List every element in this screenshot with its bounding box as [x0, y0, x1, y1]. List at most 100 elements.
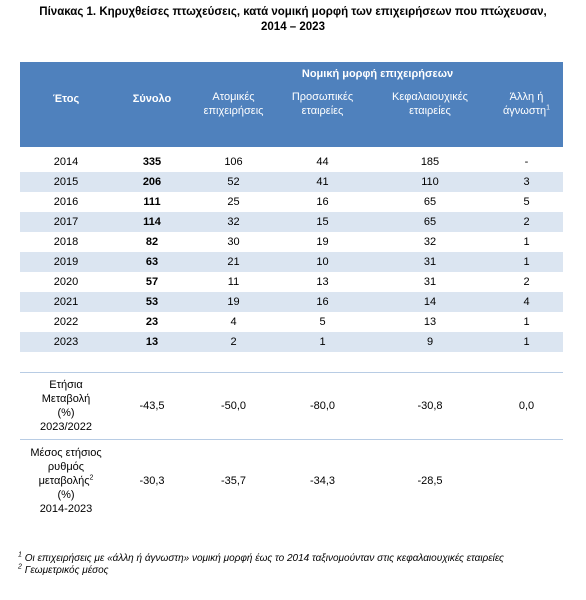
footnotes: 1 Οι επιχειρήσεις με «άλλη ή άγνωστη» νο… — [18, 552, 538, 577]
column-header: Ατομικές επιχειρήσεις — [192, 86, 275, 147]
header-row: Έτος Σύνολο Νομική μορφή επιχειρήσεων — [20, 62, 563, 147]
cell: 52 — [192, 172, 275, 192]
data-row: 2020 57 11 13 31 2 — [20, 272, 563, 292]
cell: 2 — [192, 332, 275, 352]
cell: 14 — [370, 292, 490, 312]
cell: 63 — [112, 252, 192, 272]
label-line: (%) — [57, 489, 75, 501]
note-mark: 1 — [546, 104, 551, 112]
table: Έτος Σύνολο Νομική μορφή επιχειρήσεων Ατομι… — [20, 62, 563, 522]
cell: 185 — [420, 156, 440, 168]
cell: 82 — [145, 236, 159, 248]
cell: 57 — [145, 276, 159, 288]
cell: 4 — [490, 292, 563, 312]
label-line: 2014-2023 — [39, 503, 93, 515]
cell: 11 — [227, 276, 240, 288]
cell: -80,0 — [275, 372, 370, 440]
cell: -34,3 — [275, 439, 370, 522]
cell: -30,3 — [112, 439, 192, 522]
cell: 30 — [227, 236, 240, 248]
cell: 114 — [112, 212, 192, 232]
data-row: 2018 82 30 19 32 1 — [20, 232, 563, 252]
cell: 15 — [275, 212, 370, 232]
cell: 9 — [370, 332, 490, 352]
cell: 2 — [523, 276, 530, 288]
header-text: άγνωστη — [502, 105, 547, 117]
cell: 65 — [370, 212, 490, 232]
cell: -30,8 — [370, 372, 490, 440]
cell: 32 — [192, 212, 275, 232]
header-text: επιχειρήσεις — [203, 105, 264, 117]
cell: 13 — [112, 332, 192, 352]
cell: 335 — [142, 156, 162, 168]
column-header: Σύνολο — [112, 62, 192, 147]
cell: 2020 — [53, 276, 79, 288]
cell: 44 — [316, 156, 329, 168]
cell: 206 — [112, 172, 192, 192]
data-row: 2021 53 19 16 14 4 — [20, 292, 563, 312]
header-text: εταιρείες — [409, 105, 451, 117]
cell: 1 — [523, 316, 530, 328]
header-text: Έτος — [52, 93, 80, 105]
cell: 2021 — [20, 292, 112, 312]
title-line: Πίνακας 1. Κηρυχθείσες πτωχεύσεις, κατά … — [39, 6, 547, 18]
cell: 111 — [143, 196, 161, 208]
spacer — [20, 352, 563, 373]
cell: 106 — [224, 156, 243, 168]
summary-row: Μέσος ετήσιος ρυθμός μεταβολής2 (%) 2014-202… — [20, 439, 563, 522]
cell — [490, 439, 563, 522]
data-row: 2017 114 32 15 65 2 — [20, 212, 563, 232]
header-text: Προσωπικές — [291, 91, 354, 103]
cell: 13 — [423, 316, 437, 328]
header-text: εταιρείες — [301, 105, 344, 117]
note-mark: 2 — [18, 563, 22, 571]
column-header: Προσωπικές εταιρείες — [275, 86, 370, 147]
label-line: Μεταβολή — [41, 393, 91, 405]
title-line: 2014 – 2023 — [261, 21, 325, 33]
cell: 65 — [423, 196, 437, 208]
cell: - — [524, 156, 529, 168]
cell: 16 — [316, 196, 329, 208]
cell: 41 — [275, 172, 370, 192]
cell: 23 — [145, 316, 159, 328]
label-line: Ετήσια — [49, 379, 83, 391]
data-row: 2014 335 106 44 185 - — [20, 152, 563, 172]
cell: -43,5 — [112, 372, 192, 440]
footnote-text: Γεωμετρικός μέσος — [24, 565, 109, 576]
footnote: 2 Γεωμετρικός μέσος — [18, 563, 538, 577]
cell: 2022 — [53, 316, 79, 328]
cell: 2018 — [53, 236, 79, 248]
cell: 4 — [230, 316, 237, 328]
cell: 2016 — [53, 196, 79, 208]
summary-label: Μέσος ετήσιος ρυθμός μεταβολής2 (%) 2014-202… — [20, 439, 112, 522]
cell: -50,0 — [192, 372, 275, 440]
header-text: Ατομικές — [212, 91, 255, 103]
label-line: 2023/2022 — [40, 421, 92, 433]
cell: 32 — [423, 236, 437, 248]
label-line: μεταβολής — [38, 475, 90, 487]
data-row: 2023 13 2 1 9 1 — [20, 332, 563, 352]
label-line: ρυθμός — [47, 461, 85, 473]
cell: 2017 — [20, 212, 112, 232]
column-header: Άλλη ή άγνωστη1 — [490, 86, 563, 147]
cell: -28,5 — [370, 439, 490, 522]
cell: 3 — [490, 172, 563, 192]
cell: 5 — [523, 196, 530, 208]
title: Πίνακας 1. Κηρυχθείσες πτωχεύσεις, κατά … — [10, 5, 576, 35]
cell: 31 — [370, 252, 490, 272]
cell: 16 — [275, 292, 370, 312]
label-line: (%) — [57, 407, 75, 419]
data-row: 2022 23 4 5 13 1 — [20, 312, 563, 332]
cell: 53 — [112, 292, 192, 312]
spacer-cell — [20, 352, 563, 373]
cell: 110 — [370, 172, 490, 192]
label-line: Μέσος ετήσιος — [30, 447, 102, 459]
data-row: 2016 111 25 16 65 5 — [20, 192, 563, 212]
column-header: Έτος — [20, 62, 112, 147]
cell: 10 — [275, 252, 370, 272]
note-mark: 2 — [89, 474, 94, 482]
cell: 1 — [490, 332, 563, 352]
data-row: 2019 63 21 10 31 1 — [20, 252, 563, 272]
cell: 25 — [227, 196, 240, 208]
data-row: 2015 206 52 41 110 3 — [20, 172, 563, 192]
